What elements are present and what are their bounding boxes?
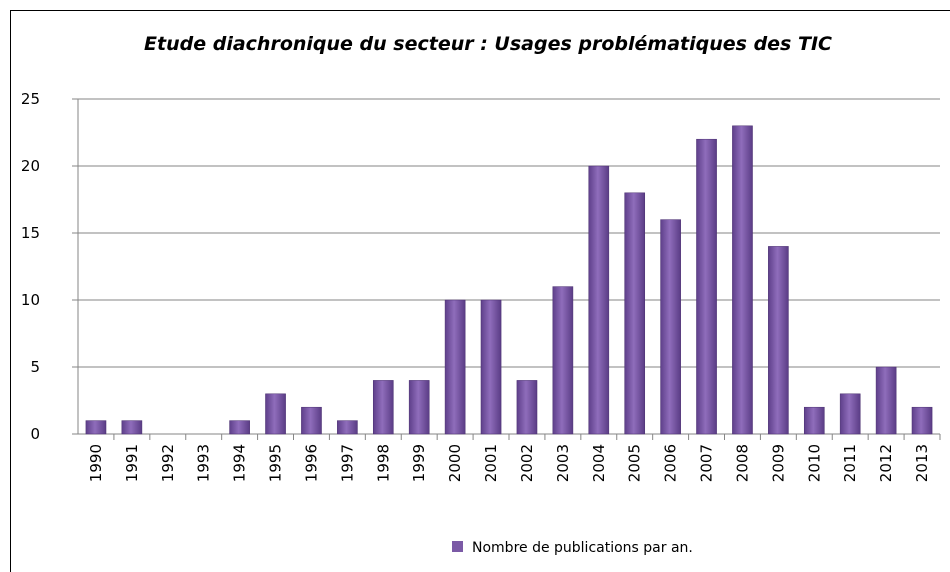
bar <box>229 420 250 435</box>
x-tick-label: 2004 <box>590 444 608 482</box>
bar <box>660 219 681 435</box>
bar <box>408 380 430 435</box>
bar <box>588 165 610 435</box>
x-tick-label: 2010 <box>805 444 823 482</box>
bar <box>768 246 789 435</box>
y-tick-label: 10 <box>21 291 40 309</box>
y-tick-label: 0 <box>30 425 40 443</box>
x-tick-label: 1990 <box>87 444 105 482</box>
bar <box>372 380 394 435</box>
x-tick-label: 1991 <box>123 444 141 482</box>
y-tick-label: 15 <box>21 224 40 242</box>
bar <box>624 192 646 435</box>
x-tick-label: 1995 <box>267 444 285 482</box>
x-tick-label: 2013 <box>913 444 931 482</box>
y-tick-label: 25 <box>21 90 40 108</box>
bar <box>85 420 107 435</box>
legend-swatch <box>452 541 463 552</box>
x-tick-label: 1997 <box>338 444 356 482</box>
x-tick-label: 2008 <box>733 444 751 482</box>
x-tick-label: 2000 <box>446 444 464 482</box>
bar <box>480 299 502 435</box>
bar <box>301 406 322 435</box>
bar <box>732 125 753 435</box>
bar <box>552 286 574 435</box>
bar <box>121 420 143 435</box>
x-tick-label: 1992 <box>159 444 177 482</box>
bar <box>337 420 358 435</box>
x-tick-label: 2009 <box>769 444 787 482</box>
x-tick-label: 2001 <box>482 444 500 482</box>
x-tick-label: 1993 <box>195 444 213 482</box>
chart-frame <box>10 10 950 572</box>
bar <box>265 393 286 435</box>
x-tick-label: 1994 <box>231 444 249 482</box>
x-tick-label: 2002 <box>518 444 536 482</box>
x-tick-label: 1996 <box>302 444 320 482</box>
bar <box>516 380 538 435</box>
x-tick-label: 2011 <box>841 444 859 482</box>
bar <box>803 406 825 435</box>
x-tick-label: 2006 <box>662 444 680 482</box>
bar <box>875 366 897 435</box>
x-tick-label: 2003 <box>554 444 572 482</box>
chart-title: Etude diachronique du secteur : Usages p… <box>144 33 832 55</box>
legend-label: Nombre de publications par an. <box>472 540 693 556</box>
y-tick-label: 20 <box>21 157 40 175</box>
x-tick-label: 2005 <box>626 444 644 482</box>
bar <box>444 299 466 435</box>
bar <box>696 138 717 435</box>
x-tick-label: 2012 <box>877 444 895 482</box>
y-tick-label: 5 <box>30 358 40 376</box>
bar <box>839 393 861 435</box>
bar <box>911 406 933 435</box>
x-tick-label: 1998 <box>374 444 392 482</box>
x-tick-label: 2007 <box>698 444 716 482</box>
x-tick-label: 1999 <box>410 444 428 482</box>
